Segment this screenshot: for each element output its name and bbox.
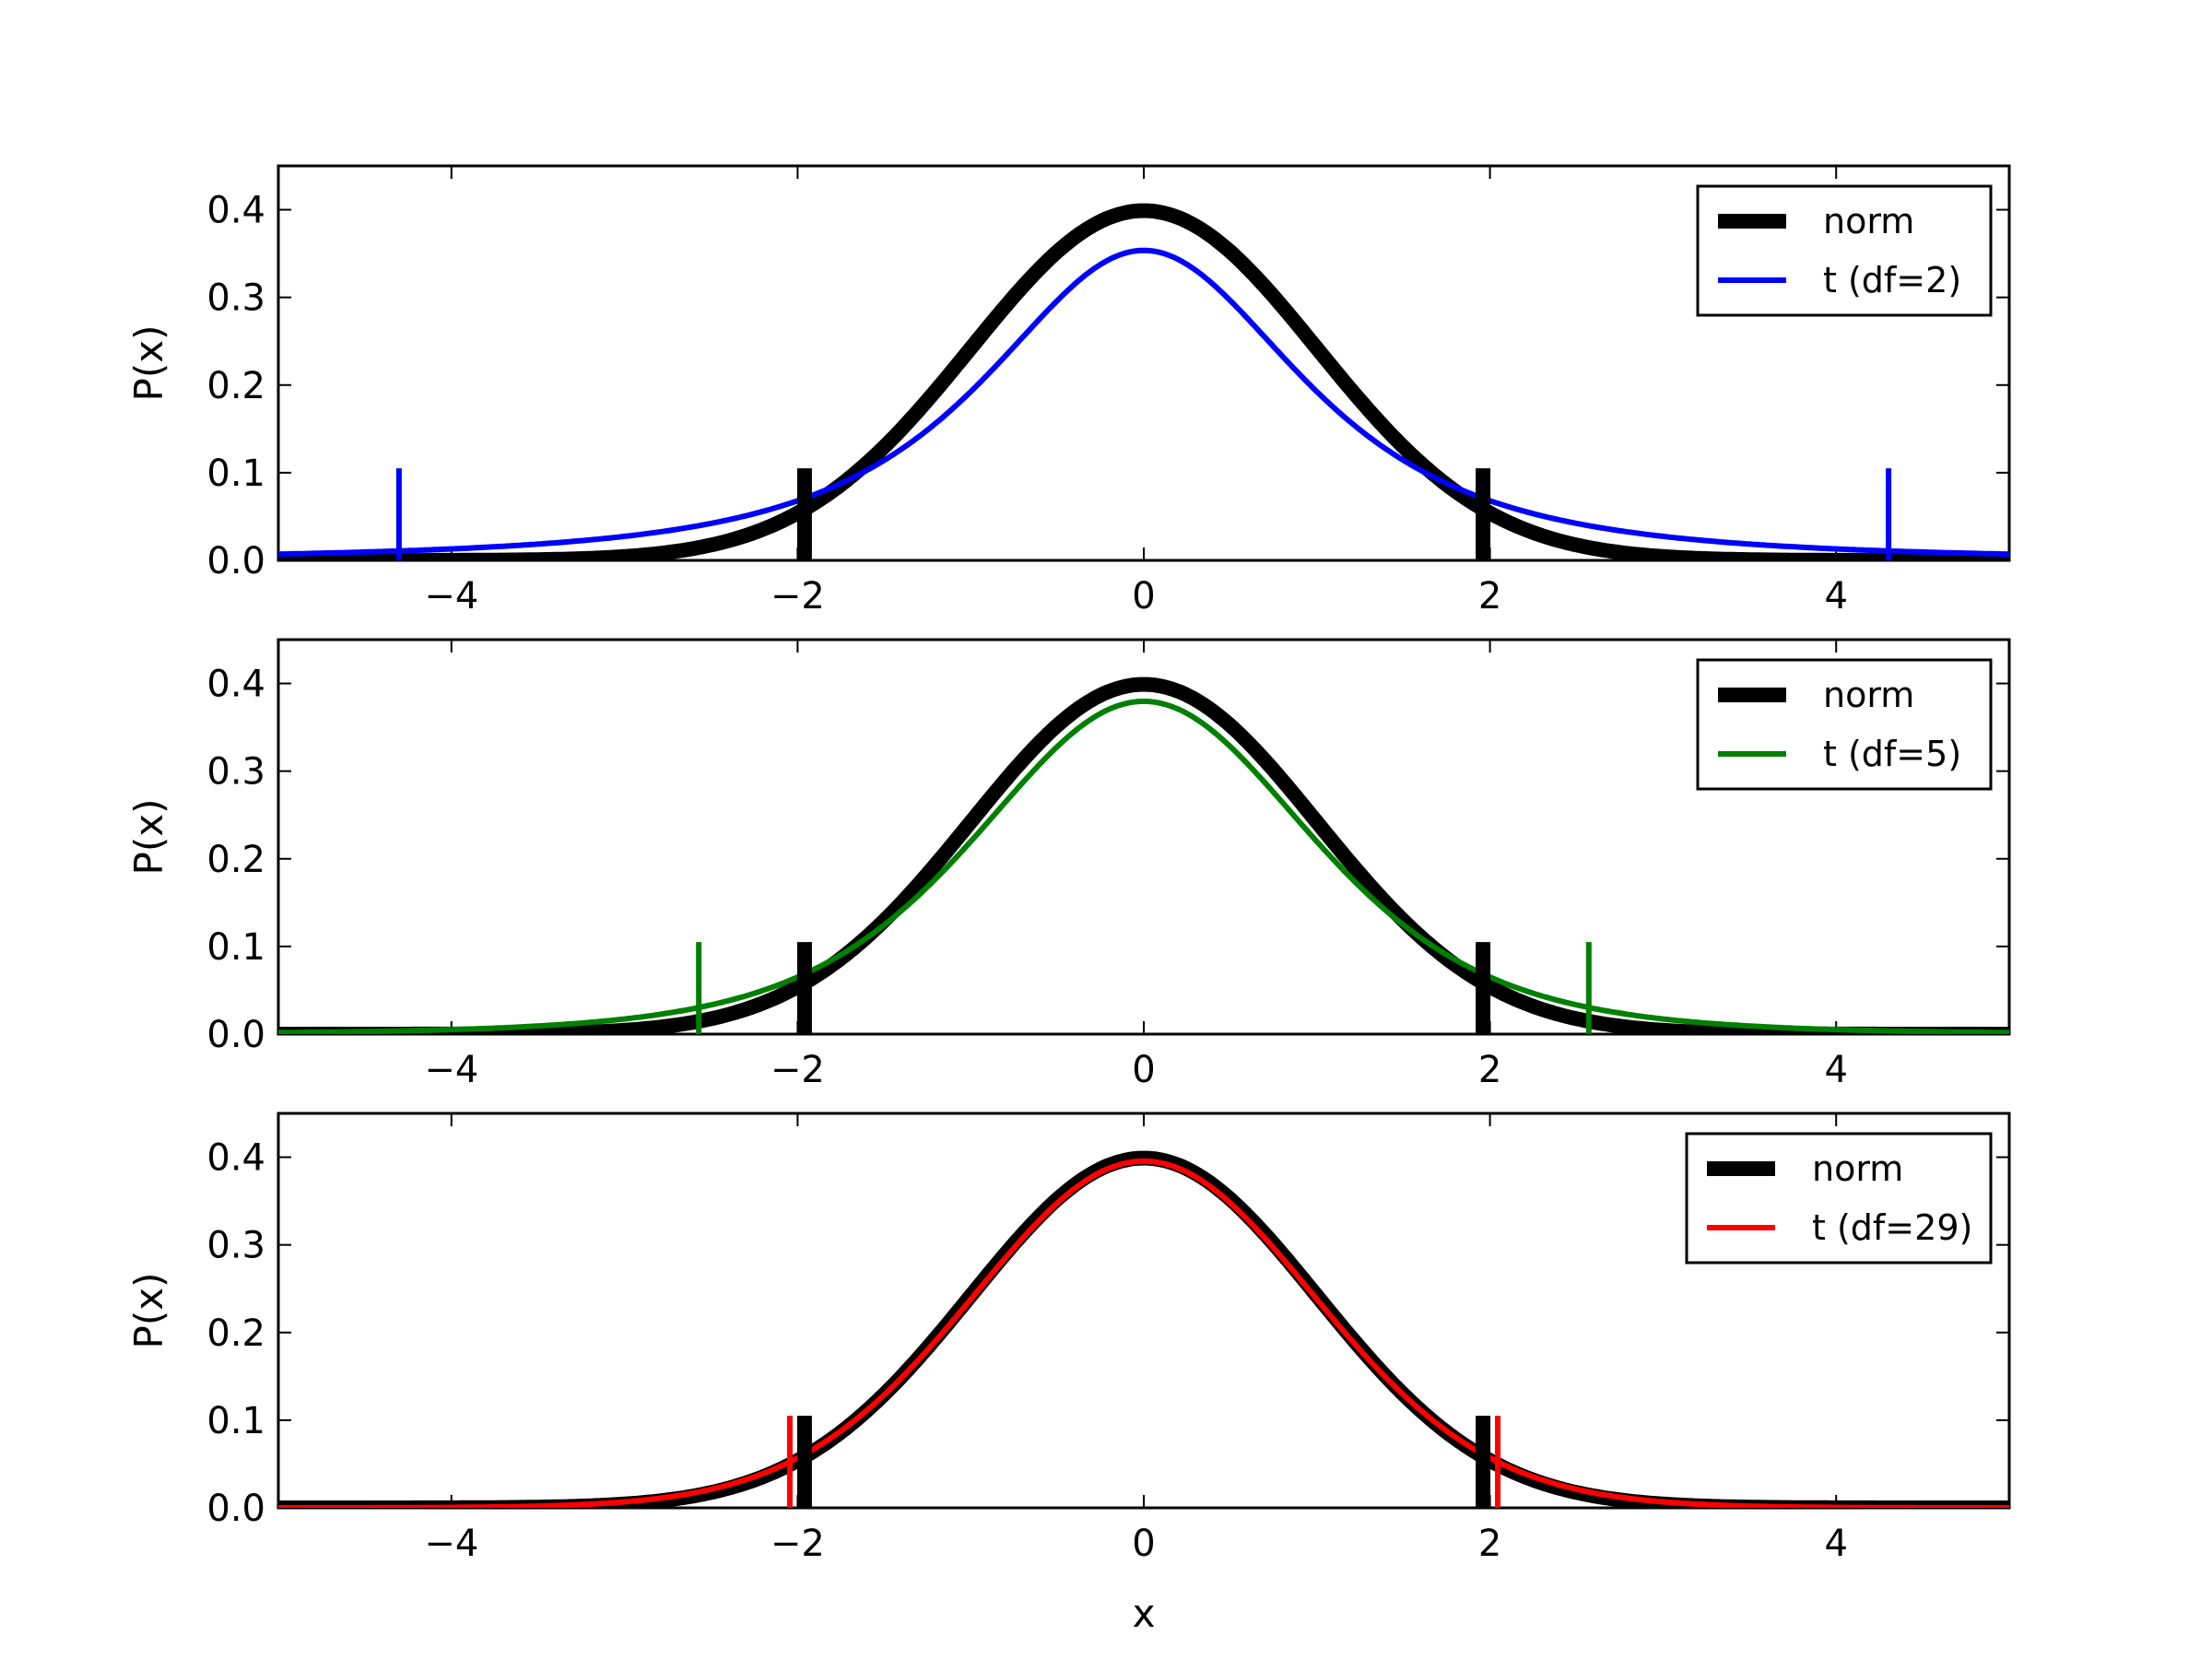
subplot-3: −4 −2 0 2 4 0.0 0.1 0.2 0.3 0.4 P(x) norm t (df=29) bbox=[126, 1112, 2011, 1565]
legend: norm t (df=2) bbox=[1696, 184, 1993, 317]
x-tick-label: 0 bbox=[1132, 1523, 1155, 1565]
legend-label: t (df=29) bbox=[1812, 1207, 1972, 1248]
legend-frame bbox=[1685, 1132, 1993, 1265]
legend-frame bbox=[1696, 184, 1993, 317]
legend-label: norm bbox=[1823, 675, 1914, 715]
x-tick-label: 4 bbox=[1824, 1523, 1847, 1565]
series-line-t-df-2 bbox=[278, 247, 2009, 558]
y-tick-label: 0.0 bbox=[206, 1488, 265, 1530]
x-tick-label: −4 bbox=[424, 1523, 478, 1565]
x-tick-label: −2 bbox=[771, 1523, 825, 1565]
y-tick-label: 0.2 bbox=[206, 365, 265, 407]
x-tick-label: 2 bbox=[1478, 575, 1501, 618]
legend-frame bbox=[1696, 658, 1993, 791]
x-tick-label: 0 bbox=[1132, 1049, 1155, 1091]
x-tick-label: 2 bbox=[1478, 1523, 1501, 1565]
y-tick-label: 0.1 bbox=[206, 453, 265, 495]
y-tick-label: 0.1 bbox=[206, 1400, 265, 1442]
legend-label: norm bbox=[1812, 1148, 1903, 1189]
series-line-t-df-5 bbox=[278, 699, 2009, 1034]
y-tick-label: 0.3 bbox=[206, 1225, 265, 1267]
x-axis-label: x bbox=[1133, 1591, 1156, 1636]
legend: norm t (df=29) bbox=[1685, 1132, 1993, 1265]
subplot-1: −4 −2 0 2 4 0.0 0.1 0.2 0.3 0.4 P(x) norm t (df=2) bbox=[126, 164, 2011, 618]
x-tick-label: −4 bbox=[424, 575, 478, 618]
series-line-norm bbox=[278, 203, 2009, 560]
y-tick-label: 0.4 bbox=[206, 1137, 265, 1180]
x-tick-label: 2 bbox=[1478, 1049, 1501, 1091]
y-tick-label: 0.2 bbox=[206, 1312, 265, 1355]
legend-label: t (df=5) bbox=[1823, 734, 1961, 774]
y-tick-label: 0.1 bbox=[206, 926, 265, 969]
series-line-norm bbox=[278, 677, 2009, 1034]
x-tick-label: −2 bbox=[771, 575, 825, 618]
y-axis-label: P(x) bbox=[126, 325, 171, 402]
y-tick-label: 0.3 bbox=[206, 277, 265, 320]
y-tick-label: 0.3 bbox=[206, 751, 265, 794]
plot-area bbox=[278, 677, 2009, 1034]
x-tick-label: −2 bbox=[771, 1049, 825, 1091]
plot-area bbox=[278, 1150, 2009, 1508]
y-tick-label: 0.4 bbox=[206, 190, 265, 232]
y-axis-label: P(x) bbox=[126, 799, 171, 876]
plot-area bbox=[278, 203, 2009, 560]
y-axis-label: P(x) bbox=[126, 1273, 171, 1349]
y-tick-label: 0.2 bbox=[206, 839, 265, 881]
subplot-2: −4 −2 0 2 4 0.0 0.1 0.2 0.3 0.4 P(x) norm t (df=5) bbox=[126, 638, 2011, 1091]
x-tick-label: −4 bbox=[424, 1049, 478, 1091]
y-tick-label: 0.4 bbox=[206, 664, 265, 706]
x-tick-label: 4 bbox=[1824, 1049, 1847, 1091]
series-line-t-df-29 bbox=[278, 1158, 2009, 1508]
x-tick-label: 0 bbox=[1132, 575, 1155, 618]
x-tick-label: 4 bbox=[1824, 575, 1847, 618]
legend-label: norm bbox=[1823, 201, 1914, 241]
y-tick-label: 0.0 bbox=[206, 540, 265, 582]
legend: norm t (df=5) bbox=[1696, 658, 1993, 791]
legend-label: t (df=2) bbox=[1823, 260, 1961, 300]
y-tick-label: 0.0 bbox=[206, 1014, 265, 1056]
